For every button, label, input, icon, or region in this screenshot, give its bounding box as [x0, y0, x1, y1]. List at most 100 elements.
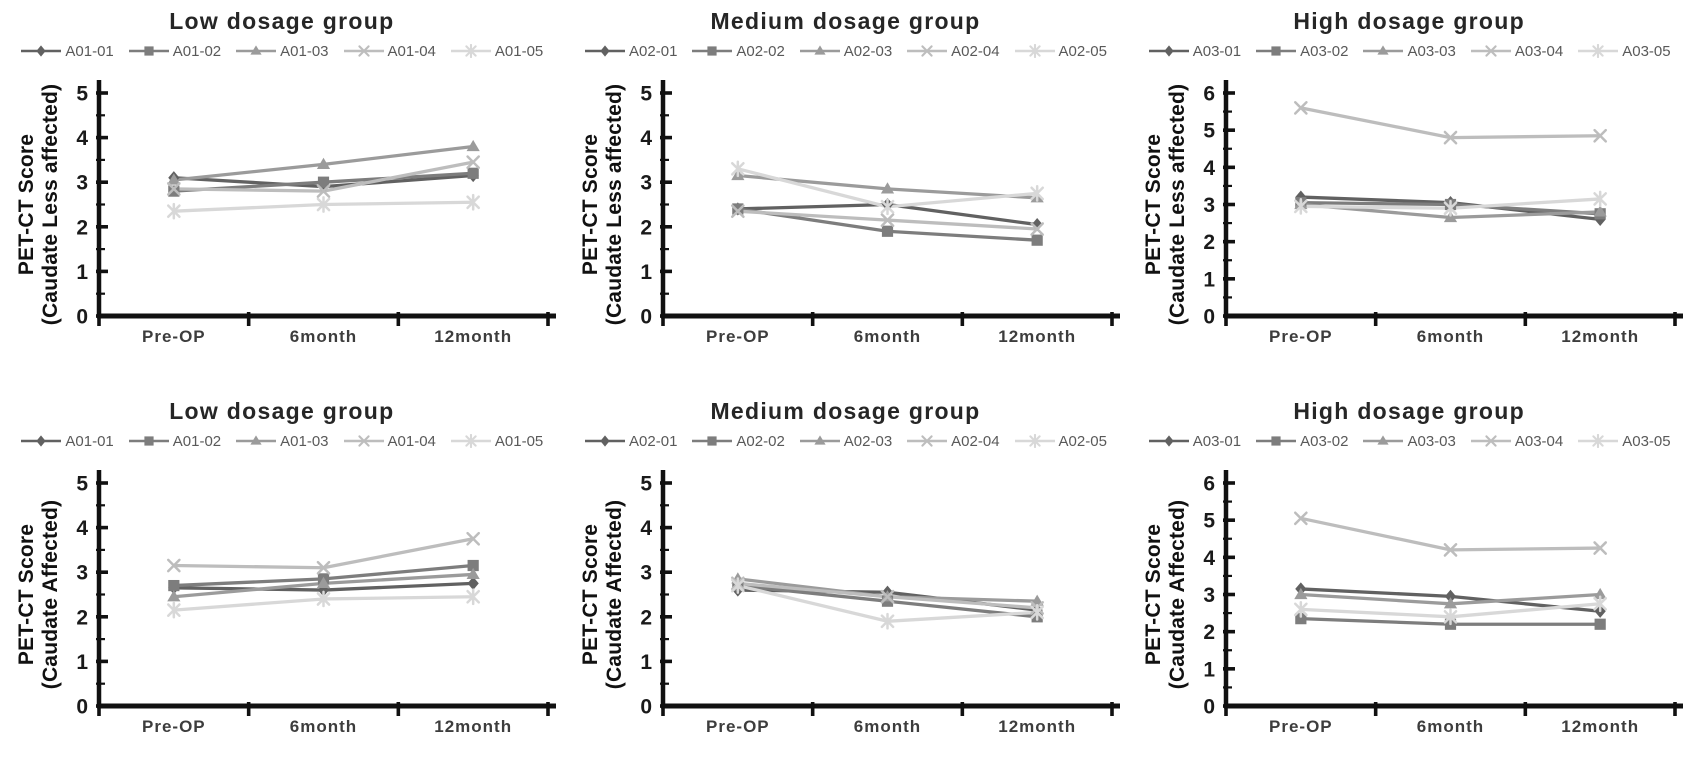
y-axis-label-line2: (Caudate Less affected) [603, 84, 626, 326]
x-tick-label: Pre-OP [1269, 327, 1333, 346]
chart-high-dosage-caudate-less-affected: High dosage group A03-01 A03-02 A03-03 A03-… [1127, 0, 1691, 390]
legend-item-a03-05: A03-05 [1577, 432, 1671, 450]
square-marker [168, 579, 180, 592]
x-legend-key-icon [907, 435, 948, 447]
legend-item-a02-02: A02-02 [691, 43, 785, 60]
y-tick-label: 1 [1204, 658, 1216, 681]
square-marker [707, 46, 718, 56]
square-marker [1271, 436, 1281, 446]
x-tick-label: 12month [998, 717, 1076, 736]
asterisk-marker [1443, 199, 1458, 217]
y-tick-label: 5 [76, 473, 88, 496]
legend-label: A01-05 [494, 432, 544, 450]
asterisk-legend-key-icon [1578, 434, 1619, 448]
y-tick-label: 5 [1204, 120, 1216, 143]
legend-item-a02-05: A02-05 [1014, 433, 1107, 450]
legend-item-a03-04: A03-04 [1470, 433, 1563, 450]
asterisk-legend-key-icon [450, 434, 491, 448]
x-marker [316, 184, 331, 198]
asterisk-marker [466, 193, 481, 211]
x-marker [1294, 511, 1309, 526]
legend-item-a03-01: A03-01 [1148, 433, 1241, 450]
x-marker [316, 560, 331, 575]
x-marker [1443, 130, 1458, 145]
x-tick-label: 12month [1562, 327, 1640, 346]
triangle-marker [316, 157, 331, 169]
y-tick-label: 3 [1204, 194, 1216, 217]
square-marker [467, 559, 479, 572]
x-legend-key-icon [1470, 435, 1511, 447]
legend-item-a03-02: A03-02 [1255, 433, 1348, 450]
x-legend-key-icon [907, 45, 948, 57]
diamond-marker [36, 435, 46, 447]
diamond-legend-key-icon [585, 45, 626, 57]
x-legend-key-icon [343, 45, 384, 57]
plot-area: 0 1 2 3 4 5 6 Pre-OP 6month 12month PET-CT Score (C… [1142, 470, 1684, 736]
legend-label: A02-01 [629, 432, 678, 450]
x-tick-label: Pre-OP [706, 327, 770, 346]
y-tick-label: 4 [640, 127, 652, 150]
y-axis-label-line1: PET-CT Score [15, 524, 38, 665]
diamond-legend-key-icon [21, 435, 62, 447]
legend-item-a02-03: A02-03 [799, 43, 892, 60]
legend-label: A02-04 [951, 42, 1000, 60]
triangle-legend-key-icon [799, 45, 840, 55]
legend-label: A03-05 [1622, 432, 1671, 450]
y-tick-label: 5 [640, 83, 652, 106]
y-tick-label: 0 [640, 306, 652, 329]
chart-title: Low dosage group [169, 398, 395, 424]
y-axis-label-line1: PET-CT Score [579, 524, 602, 665]
square-marker [317, 176, 330, 188]
legend-label: A01-04 [387, 42, 436, 60]
y-tick-label: 5 [640, 473, 652, 496]
x-tick-label: 6month [853, 327, 920, 346]
x-marker [730, 204, 745, 219]
y-tick-label: 2 [640, 216, 652, 239]
legend-label: A01-02 [172, 42, 222, 60]
x-marker [357, 45, 370, 57]
y-tick-label: 0 [1204, 306, 1216, 329]
asterisk-marker [1294, 198, 1309, 215]
y-tick-label: 0 [640, 696, 652, 719]
chart-legend: A01-01 A01-02 A01-03 A01-04 A01-05 [0, 36, 564, 66]
x-marker [1443, 543, 1458, 557]
chart-title: High dosage group [1293, 398, 1525, 424]
legend-item-a01-02: A01-02 [128, 433, 221, 450]
legend-item-a02-05: A02-05 [1014, 43, 1107, 60]
square-marker [731, 203, 744, 215]
y-tick-label: 2 [640, 606, 652, 629]
x-marker [1593, 541, 1608, 555]
x-marker [921, 435, 933, 447]
asterisk-marker [880, 198, 895, 216]
legend-item-a03-02: A03-02 [1255, 43, 1348, 60]
chart-title: Low dosage group [169, 8, 395, 34]
asterisk-marker [1593, 595, 1608, 613]
y-axis-label-line1: PET-CT Score [15, 134, 38, 275]
legend-item-a01-01: A01-01 [20, 433, 114, 450]
chart-low-dosage-caudate-affected: Low dosage group A01-01 A01-02 A01-03 A01-0… [0, 390, 564, 781]
y-tick-label: 6 [1204, 83, 1216, 106]
x-tick-label: 12month [1562, 717, 1640, 736]
triangle-legend-key-icon [799, 435, 840, 445]
legend-label: A03-04 [1514, 432, 1564, 450]
square-legend-key-icon [128, 436, 169, 446]
plot-area: 0 1 2 3 4 5 Pre-OP 6month 12month PET-CT Score (Ca… [579, 80, 1120, 346]
legend-item-a03-05: A03-05 [1577, 43, 1671, 60]
triangle-legend-key-icon [236, 435, 277, 445]
triangle-marker [880, 182, 894, 194]
series-line-a01-04 [173, 537, 474, 570]
y-tick-label: 1 [76, 261, 88, 284]
legend-item-a02-02: A02-02 [691, 433, 785, 450]
diamond-marker [600, 435, 610, 447]
triangle-marker [1444, 597, 1458, 609]
y-tick-label: 3 [1204, 584, 1216, 607]
y-tick-label: 1 [640, 261, 652, 284]
square-legend-key-icon [128, 46, 169, 56]
legend-label: A02-05 [1058, 42, 1107, 60]
x-marker [166, 558, 181, 573]
asterisk-marker [1592, 44, 1604, 58]
legend-item-a02-01: A02-01 [584, 433, 677, 450]
y-tick-label: 4 [1204, 547, 1216, 570]
legend-item-a01-05: A01-05 [450, 433, 543, 450]
